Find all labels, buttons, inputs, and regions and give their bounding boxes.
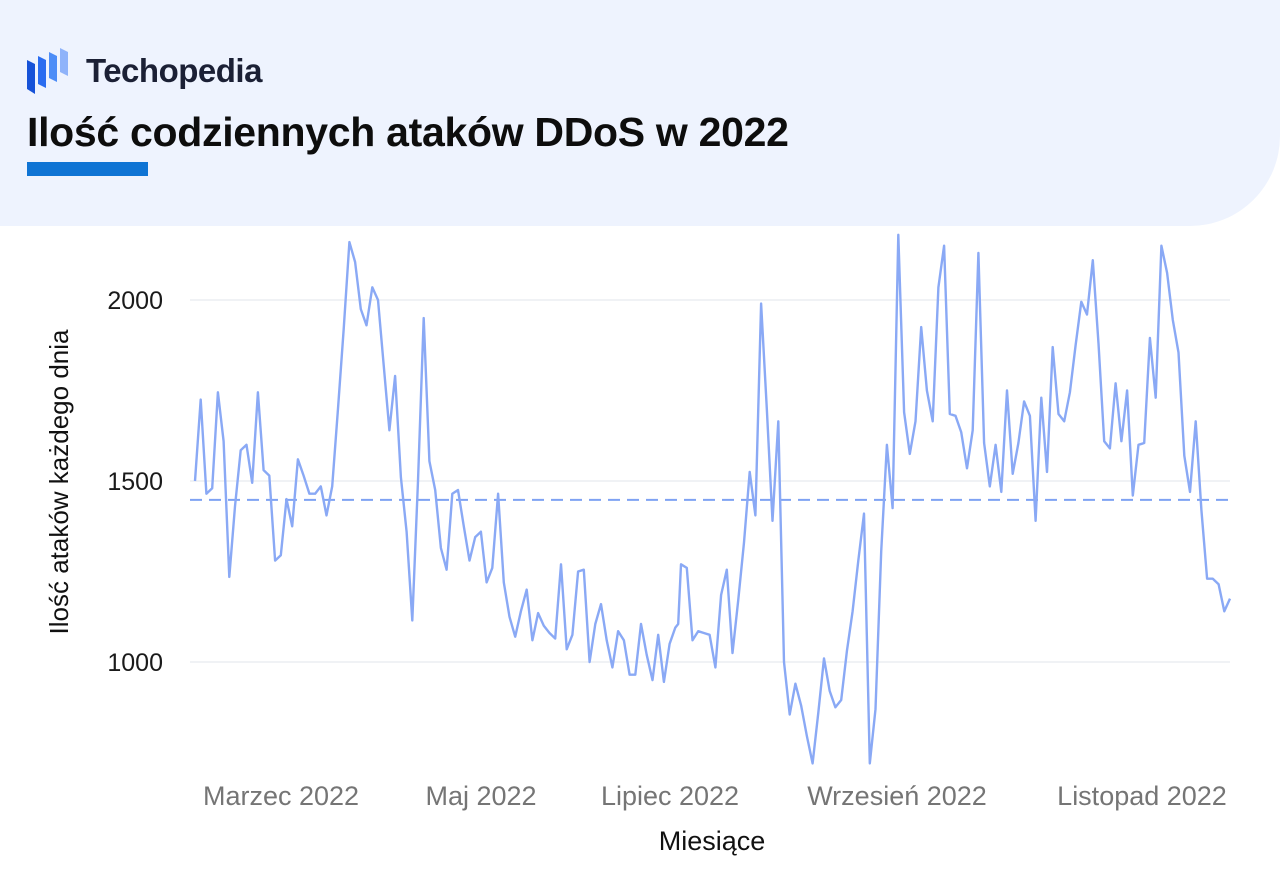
series-line: [193, 233, 1232, 765]
x-axis-label: Miesiące: [659, 826, 766, 856]
x-tick-label: Lipiec 2022: [601, 781, 739, 811]
chart-title: Ilość codziennych ataków DDoS w 2022: [27, 109, 789, 155]
x-tick-label: Maj 2022: [425, 781, 536, 811]
x-tick-label: Marzec 2022: [203, 781, 359, 811]
y-tick-label: 1000: [107, 649, 163, 677]
title-underline: [27, 162, 148, 176]
y-tick-label: 2000: [107, 287, 163, 315]
x-axis: Marzec 2022 Maj 2022 Lipiec 2022 Wrzesień 2…: [203, 781, 1227, 811]
x-tick-label: Wrzesień 2022: [807, 781, 987, 811]
grid: [190, 299, 1230, 663]
x-tick-label: Listopad 2022: [1057, 781, 1227, 811]
header-panel: Techopedia Ilość codziennych ataków DDoS…: [0, 0, 1280, 226]
y-axis: 1000 1500 2000: [107, 287, 163, 677]
brand-logo: Techopedia: [27, 48, 262, 94]
brand-name: Techopedia: [86, 52, 262, 89]
y-axis-label: Ilość ataków każdego dnia: [44, 329, 74, 635]
y-tick-label: 1500: [107, 468, 163, 496]
techopedia-logo-icon: [27, 48, 68, 94]
